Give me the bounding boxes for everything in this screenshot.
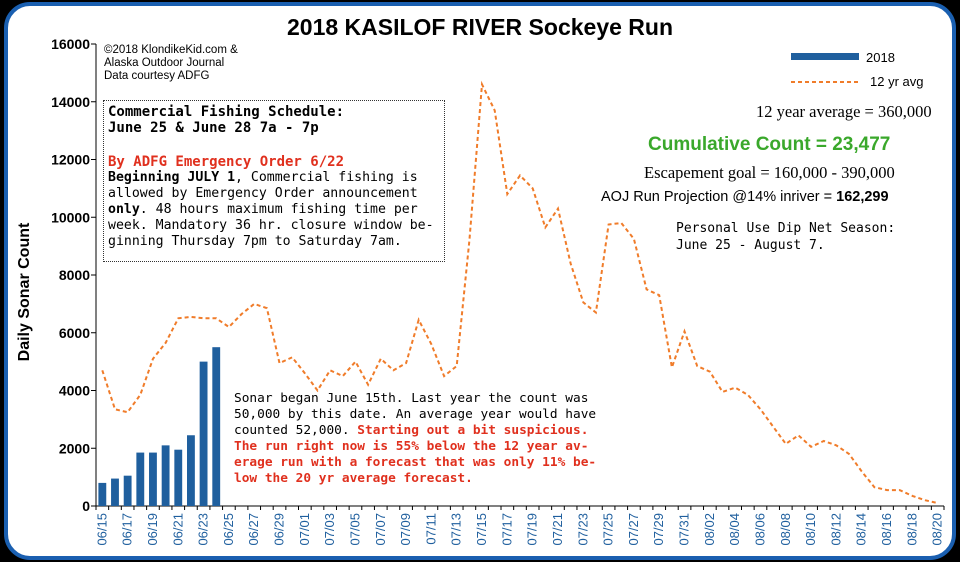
x-tick-label: 07/17	[499, 513, 514, 546]
x-tick-label: 07/11	[423, 513, 438, 545]
chart-title: 2018 KASILOF RIVER Sockeye Run	[287, 14, 673, 40]
x-tick-label: 08/18	[904, 513, 919, 546]
x-tick-label: 07/25	[601, 513, 616, 546]
dipnet-line: June 25 - August 7.	[676, 238, 825, 253]
bar-series-2018	[98, 347, 221, 506]
dipnet-line: Personal Use Dip Net Season:	[676, 221, 896, 236]
x-tick-label: 06/29	[272, 513, 287, 546]
bar	[111, 478, 119, 506]
x-tick-label: 08/02	[702, 513, 717, 546]
x-tick-label: 06/15	[94, 513, 109, 546]
note-line: Sonar began June 15th. Last year the cou…	[234, 391, 589, 406]
schedule-line: only. 48 hours maximum fishing time per	[108, 202, 440, 218]
x-tick-label: 07/01	[297, 513, 312, 546]
copyright: ©2018 KlondikeKid.com & Alaska Outdoor J…	[104, 44, 238, 83]
schedule-box: Commercial Fishing Schedule: June 25 & J…	[103, 100, 445, 262]
schedule-heading: Commercial Fishing Schedule:	[108, 104, 345, 120]
legend: 2018 12 yr avg	[791, 50, 923, 89]
schedule-begin-bold: Beginning JULY 1	[108, 170, 236, 185]
x-tick-label: 07/09	[398, 513, 413, 546]
x-tick-label: 08/20	[930, 513, 945, 546]
y-tick-label: 8000	[59, 267, 90, 283]
note-text: counted 52,000.	[234, 423, 358, 438]
x-tick-label: 07/15	[474, 513, 489, 546]
legend-label-2018: 2018	[866, 50, 895, 65]
x-tick-label: 08/06	[752, 513, 767, 546]
y-tick-label: 2000	[59, 440, 90, 456]
copyright-line: ©2018 KlondikeKid.com &	[104, 44, 238, 56]
copyright-line: Alaska Outdoor Journal	[104, 57, 225, 69]
note-red-line: erage run with a forecast that was only …	[234, 455, 597, 470]
chart: 2018 KASILOF RIVER Sockeye Run Daily Son…	[16, 14, 945, 546]
x-tick-label: 08/08	[778, 513, 793, 546]
y-tick-label: 4000	[59, 383, 90, 399]
bar	[212, 347, 221, 506]
bar	[161, 445, 170, 506]
y-tick-label: 14000	[51, 94, 90, 110]
bar	[136, 452, 145, 506]
legend-swatch-2018	[791, 53, 859, 60]
schedule-line: ginning Thursday 7pm to Saturday 7am.	[108, 234, 402, 249]
schedule-dates: June 25 & June 28 7a - 7p	[108, 120, 319, 136]
copyright-line: Data courtesy ADFG	[104, 70, 210, 82]
x-tick-label: 06/25	[221, 513, 236, 546]
projection-value: 162,299	[836, 189, 889, 205]
schedule-line: Beginning JULY 1, Commercial fishing is	[108, 170, 440, 186]
schedule-line: week. Mandatory 36 hr. closure window be…	[108, 218, 434, 233]
bar	[98, 482, 107, 506]
bar	[123, 475, 132, 506]
bar	[149, 452, 157, 506]
bar	[174, 449, 183, 506]
x-tick-label: 07/23	[575, 513, 590, 546]
schedule-line: allowed by Emergency Order announcement	[108, 186, 418, 201]
y-tick-label: 12000	[51, 152, 90, 168]
x-tick-label: 06/17	[120, 513, 135, 546]
x-tick-label: 06/23	[196, 513, 211, 546]
escapement-goal: Escapement goal = 160,000 - 390,000	[644, 163, 895, 182]
y-tick-label: 0	[82, 498, 90, 514]
x-tick-label: 07/27	[626, 513, 641, 546]
x-tick-label: 08/04	[727, 513, 742, 546]
axes: 0 2000 4000 6000 8000 10000 12000 14000 16000 06/…	[51, 36, 945, 546]
x-tick-label: 07/31	[677, 513, 692, 546]
emergency-order: By ADFG Emergency Order 6/22	[108, 154, 345, 170]
chart-frame: 2018 KASILOF RIVER Sockeye Run Daily Son…	[4, 2, 956, 560]
x-tick-label: 07/19	[525, 513, 540, 546]
x-tick-label: 06/21	[170, 513, 185, 546]
y-tick-label: 10000	[51, 209, 90, 225]
schedule-only-bold: only	[108, 202, 140, 217]
x-tick-label: 08/16	[879, 513, 894, 546]
x-tick-label: 08/10	[803, 513, 818, 546]
x-tick-label: 07/07	[373, 513, 388, 546]
cumulative-count: Cumulative Count = 23,477	[648, 134, 891, 155]
x-tick-label: 07/13	[449, 513, 464, 546]
x-tick-label: 07/05	[347, 513, 362, 546]
line-series-12yr-avg	[101, 80, 938, 505]
x-tick-label: 07/03	[322, 513, 337, 546]
note-red-line: The run right now is 55% below the 12 ye…	[234, 439, 589, 454]
x-tick-label: 06/19	[145, 513, 160, 546]
note-red-inline: Starting out a bit suspicious.	[357, 423, 589, 438]
schedule-line3-rest: . 48 hours maximum fishing time per	[139, 202, 418, 217]
twelve-year-average: 12 year average = 360,000	[756, 102, 932, 121]
sonar-note: Sonar began June 15th. Last year the cou…	[234, 391, 596, 487]
run-projection: AOJ Run Projection @14% inriver = 162,29…	[601, 189, 889, 205]
note-line: 50,000 by this date. An average year wou…	[234, 407, 597, 422]
note-line: counted 52,000. Starting out a bit suspi…	[234, 423, 596, 439]
note-red-line: low the 20 yr average forecast.	[234, 471, 473, 486]
x-tick-label: 06/27	[246, 513, 261, 546]
x-tick-label: 07/21	[550, 513, 565, 546]
schedule-begin-rest: , Commercial fishing is	[235, 170, 418, 185]
y-tick-label: 16000	[51, 36, 90, 52]
projection-label: AOJ Run Projection @14% inriver =	[601, 189, 837, 205]
x-tick-label: 07/29	[651, 513, 666, 546]
x-tick-label: 08/14	[854, 513, 869, 546]
bar	[199, 361, 208, 506]
bar	[187, 435, 195, 506]
y-axis-label: Daily Sonar Count	[16, 222, 33, 361]
legend-label-12yr-avg: 12 yr avg	[870, 74, 923, 89]
x-tick-label: 08/12	[828, 513, 843, 546]
y-tick-label: 6000	[59, 325, 90, 341]
dipnet-season: Personal Use Dip Net Season: June 25 - A…	[676, 220, 895, 254]
